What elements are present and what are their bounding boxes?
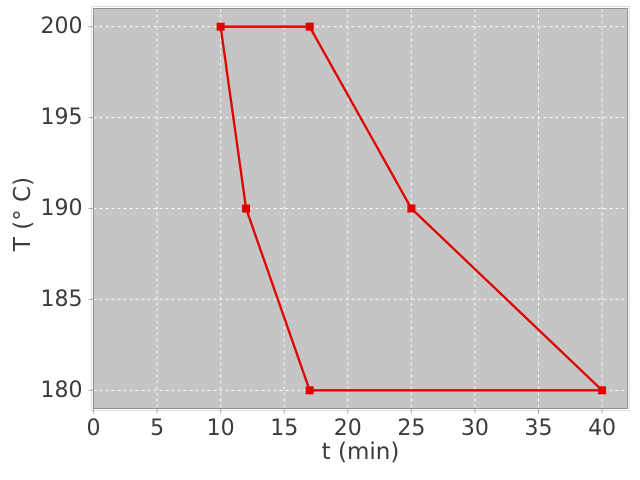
y-axis-label: T (° C) <box>10 177 36 252</box>
x-tick-label: 10 <box>207 416 235 441</box>
y-tick-label: 185 <box>41 287 83 312</box>
x-tick-label: 30 <box>461 416 489 441</box>
axis-ticks <box>88 26 603 414</box>
x-tick-label: 20 <box>334 416 362 441</box>
x-tick-label: 25 <box>397 416 425 441</box>
y-tick-label: 195 <box>41 105 83 130</box>
y-tick-label: 190 <box>41 196 83 221</box>
data-point-marker <box>216 22 225 31</box>
x-tick-label: 0 <box>87 416 101 441</box>
x-tick-label: 35 <box>525 416 553 441</box>
x-axis-label: t (min) <box>322 439 400 465</box>
data-point-marker <box>598 386 607 395</box>
x-tick-label: 5 <box>150 416 164 441</box>
data-point-marker <box>305 22 314 31</box>
y-tick-label: 200 <box>41 14 83 39</box>
y-tick-label: 180 <box>41 378 83 403</box>
plot-frame <box>93 8 628 409</box>
data-point-marker <box>407 204 416 213</box>
x-tick-label: 40 <box>588 416 616 441</box>
data-point-marker <box>242 204 251 213</box>
x-tick-label: 15 <box>270 416 298 441</box>
data-point-marker <box>305 386 314 395</box>
